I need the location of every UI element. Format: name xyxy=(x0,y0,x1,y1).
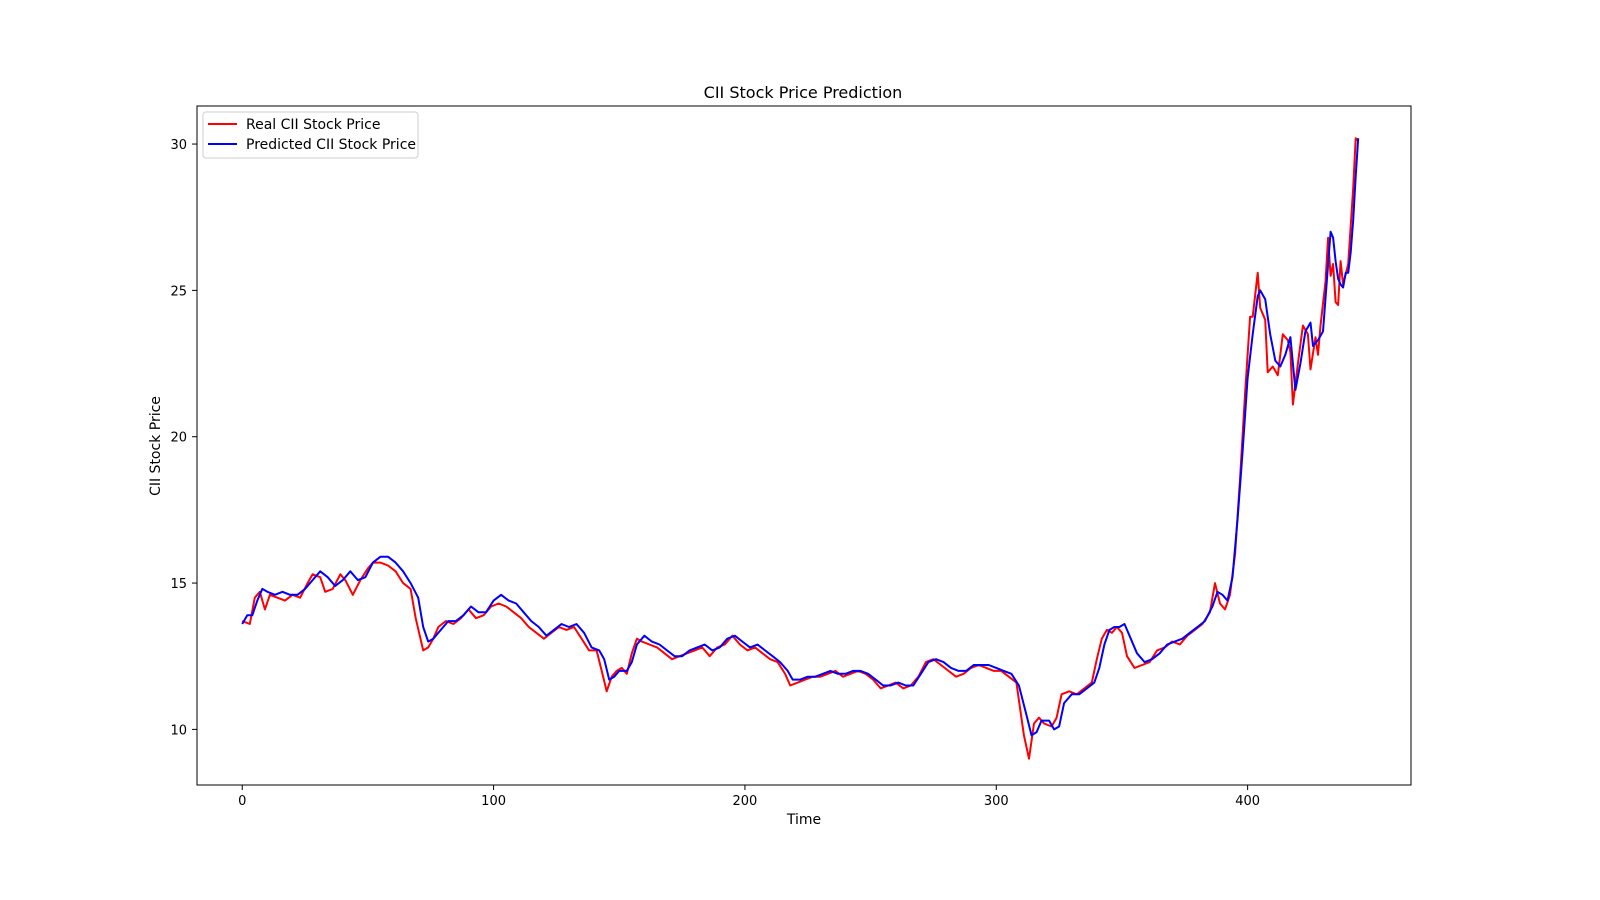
y-tick-label: 10 xyxy=(170,723,187,738)
series-line-predicted xyxy=(241,138,1360,737)
x-tick-label: 100 xyxy=(481,794,506,809)
plot-frame xyxy=(196,105,1412,786)
series-layer xyxy=(241,137,1360,760)
y-axis-label: CII Stock Price xyxy=(148,396,164,496)
y-tick-label: 15 xyxy=(170,577,187,592)
x-axis-label: Time xyxy=(786,812,821,828)
legend-box xyxy=(202,111,419,159)
y-tick-label: 25 xyxy=(170,284,187,299)
y-tick-label: 30 xyxy=(170,138,187,153)
x-tick-label: 200 xyxy=(733,794,758,809)
series-line-real xyxy=(241,137,1359,760)
chart-title: CII Stock Price Prediction xyxy=(704,83,903,102)
legend: Real CII Stock Price Predicted CII Stock… xyxy=(202,111,419,159)
x-axis: 0 100 200 300 400 xyxy=(238,785,1260,809)
y-tick-label: 20 xyxy=(170,431,187,446)
x-tick-label: 300 xyxy=(984,794,1009,809)
legend-label-real: Real CII Stock Price xyxy=(246,117,380,133)
x-tick-label: 400 xyxy=(1235,794,1260,809)
x-tick-label: 0 xyxy=(238,794,246,809)
y-axis: 10 15 20 25 30 xyxy=(170,138,197,738)
legend-label-predicted: Predicted CII Stock Price xyxy=(246,137,416,153)
